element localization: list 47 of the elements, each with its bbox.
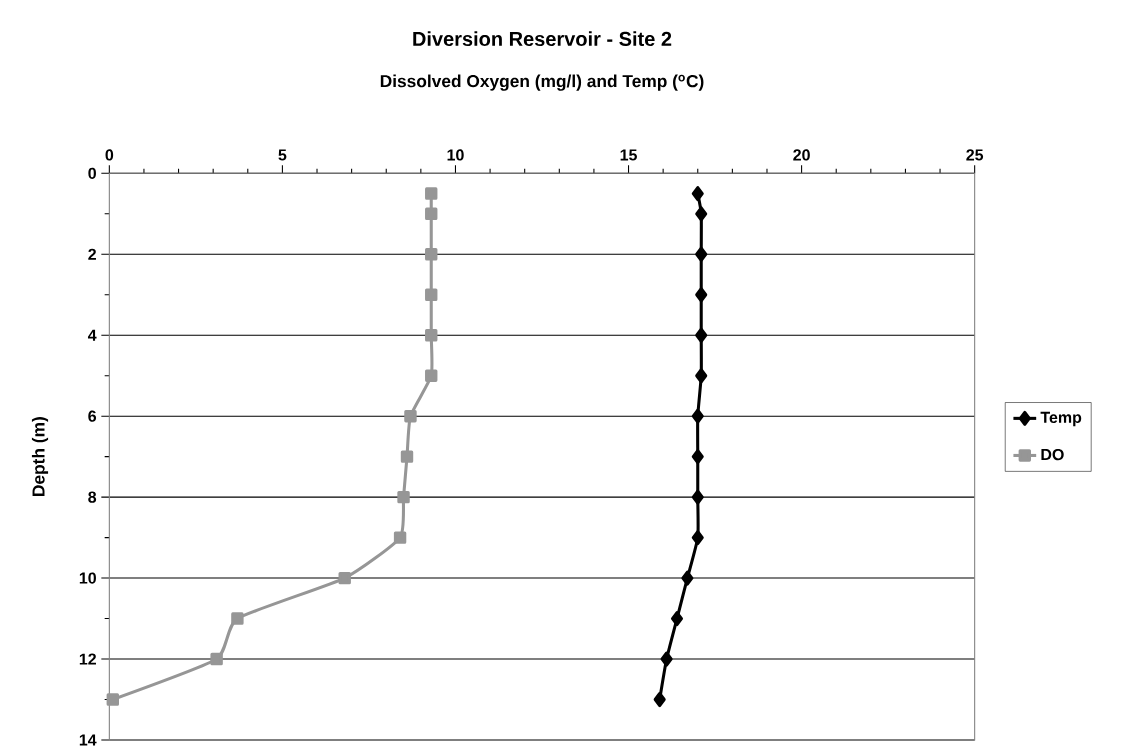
legend-label: Temp (1040, 411, 1082, 427)
point (231, 612, 244, 625)
point (695, 206, 708, 222)
point (425, 187, 438, 200)
y-tick-label: 6 (88, 410, 97, 422)
point (397, 490, 410, 504)
y-tick-label: 8 (88, 491, 97, 503)
point (695, 327, 708, 343)
point (393, 531, 407, 544)
point (691, 489, 704, 505)
point (400, 450, 414, 463)
point (425, 369, 438, 382)
y-tick-label: 14 (79, 734, 97, 746)
point (106, 693, 119, 706)
x-tick-label: 20 (793, 149, 810, 161)
point (681, 570, 694, 586)
point (210, 652, 223, 666)
y-tick-label: 4 (87, 329, 97, 341)
point (425, 329, 438, 342)
x-axis-title: Dissolved Oxygen (mg/l) and Temp ($^{o}$C) (380, 74, 704, 91)
y-tick-label: 2 (88, 248, 96, 260)
x-tick-label: 15 (620, 149, 637, 161)
y-axis-title: Depth (m) (31, 417, 49, 496)
x-tick-label: 5 (278, 149, 287, 161)
point (425, 248, 438, 261)
y-tick-label: 12 (79, 653, 96, 665)
point (425, 207, 438, 221)
point (660, 651, 673, 667)
x-tick-label: 10 (447, 149, 464, 161)
point (338, 571, 351, 585)
y-tick-label: 10 (79, 572, 96, 584)
x-tick-label: 25 (966, 149, 984, 161)
chart-title: Diversion Reservoir - Site 2 (413, 31, 672, 46)
point (404, 409, 417, 423)
point (695, 368, 708, 384)
point (691, 186, 704, 202)
point (670, 611, 684, 627)
y-tick-label: 0 (88, 167, 96, 179)
point (691, 449, 704, 465)
point (425, 288, 438, 301)
point (691, 408, 704, 424)
point (653, 691, 666, 708)
legend-label: DO (1041, 448, 1064, 461)
point (695, 287, 708, 303)
x-tick-label: 0 (105, 149, 114, 161)
point (691, 530, 704, 546)
point (695, 246, 708, 262)
